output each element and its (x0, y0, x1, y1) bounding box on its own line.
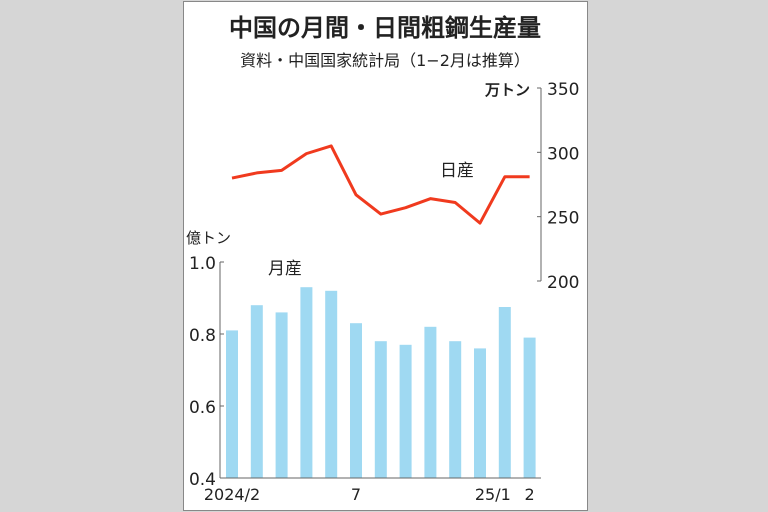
line-y-tick-label: 200 (547, 273, 579, 293)
bar-series-label: 月産 (268, 259, 302, 279)
x-tick-label: 2 (525, 485, 535, 504)
line-y-tick-label: 350 (547, 80, 579, 100)
bar-y-tick-label: 1.0 (189, 254, 216, 274)
bar-9 (399, 344, 412, 478)
bar-11 (449, 341, 462, 478)
bar-12 (474, 348, 486, 478)
bar-3 (250, 305, 263, 478)
bar-y-tick-label: 0.8 (189, 326, 216, 346)
bar-4 (275, 312, 288, 478)
line-y-tick-label: 250 (547, 209, 579, 229)
line-y-tick-label: 300 (547, 144, 579, 164)
bar-25/1 (498, 307, 511, 478)
bar-y-unit: 億トン (186, 229, 231, 247)
bar-2 (523, 337, 536, 478)
chart-title: 中国の月間・日間粗鋼生産量 (229, 14, 541, 42)
bar-y-tick-label: 0.6 (189, 398, 216, 418)
bar-2024/2 (226, 330, 238, 478)
x-tick-label: 7 (351, 485, 361, 504)
bar-6 (325, 290, 338, 478)
daily-line (231, 144, 530, 225)
x-tick-label: 25/1 (475, 485, 511, 504)
chart-subtitle: 資料・中国国家統計局（1−2月は推算） (240, 51, 530, 70)
line-y-unit: 万トン (484, 81, 530, 99)
bar-5 (300, 287, 313, 478)
bar-y-tick-label: 0.4 (189, 470, 216, 490)
line-series-label: 日産 (440, 161, 474, 181)
bar-7 (350, 323, 362, 478)
bar-10 (424, 326, 437, 478)
x-tick-label: 2024/2 (204, 485, 260, 504)
bar-8 (374, 341, 387, 478)
